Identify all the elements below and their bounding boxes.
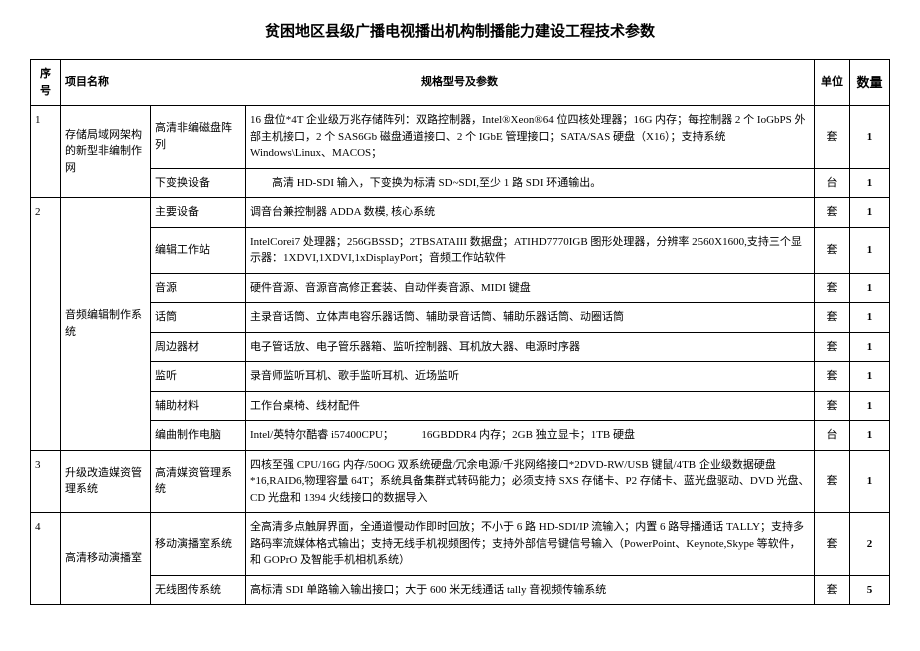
table-row: 编曲制作电脑 Intel/英特尔酷睿 i57400CPU； 16GBDDR4 内…	[31, 421, 890, 451]
cell-unit: 套	[815, 575, 850, 605]
cell-sub: 高清非编磁盘阵列	[151, 106, 246, 169]
cell-unit: 套	[815, 227, 850, 273]
header-spec-label: 规格型号及参数	[421, 76, 498, 88]
header-qty: 数量	[850, 60, 890, 106]
cell-sub: 高清媒资管理系统	[151, 450, 246, 513]
cell-qty: 5	[850, 575, 890, 605]
cell-spec: 高清 HD-SDI 输入，下变换为标清 SD~SDI,至少 1 路 SDI 环通…	[246, 168, 815, 198]
cell-sub: 音源	[151, 273, 246, 303]
cell-seq: 1	[31, 106, 61, 198]
header-spec: 项目名称 规格型号及参数	[61, 60, 815, 106]
cell-seq: 3	[31, 450, 61, 513]
cell-unit: 台	[815, 168, 850, 198]
header-proj-label: 项目名称	[65, 74, 109, 91]
cell-sub: 监听	[151, 362, 246, 392]
header-unit: 单位	[815, 60, 850, 106]
cell-sub: 主要设备	[151, 198, 246, 228]
cell-spec: 全高清多点触屏界面，全通道慢动作即时回放；不小于 6 路 HD-SDI/IP 流…	[246, 513, 815, 576]
cell-qty: 1	[850, 303, 890, 333]
table-row: 1 存储局域网架构的新型非编制作网 高清非编磁盘阵列 16 盘位*4T 企业级万…	[31, 106, 890, 169]
cell-sub: 移动演播室系统	[151, 513, 246, 576]
cell-spec: 录音师监听耳机、歌手监听耳机、近场监听	[246, 362, 815, 392]
cell-unit: 套	[815, 273, 850, 303]
cell-qty: 2	[850, 513, 890, 576]
cell-qty: 1	[850, 227, 890, 273]
table-row: 周边器材 电子管话放、电子管乐器箱、监听控制器、耳机放大器、电源时序器 套 1	[31, 332, 890, 362]
cell-qty: 1	[850, 198, 890, 228]
cell-sub: 编辑工作站	[151, 227, 246, 273]
cell-qty: 1	[850, 273, 890, 303]
cell-qty: 1	[850, 450, 890, 513]
cell-sub: 下变换设备	[151, 168, 246, 198]
cell-spec: 电子管话放、电子管乐器箱、监听控制器、耳机放大器、电源时序器	[246, 332, 815, 362]
cell-seq: 4	[31, 513, 61, 605]
table-row: 音源 硬件音源、音源音高修正套装、自动伴奏音源、MIDI 键盘 套 1	[31, 273, 890, 303]
cell-spec: 高标清 SDI 单路输入输出接口；大于 600 米无线通话 tally 音视频传…	[246, 575, 815, 605]
cell-unit: 套	[815, 450, 850, 513]
cell-qty: 1	[850, 332, 890, 362]
table-row: 下变换设备 高清 HD-SDI 输入，下变换为标清 SD~SDI,至少 1 路 …	[31, 168, 890, 198]
table-row: 无线图传系统 高标清 SDI 单路输入输出接口；大于 600 米无线通话 tal…	[31, 575, 890, 605]
page-title: 贫困地区县级广播电视播出机构制播能力建设工程技术参数	[30, 20, 890, 41]
table-row: 编辑工作站 IntelCorei7 处理器；256GBSSD；2TBSATAII…	[31, 227, 890, 273]
cell-qty: 1	[850, 362, 890, 392]
cell-unit: 台	[815, 421, 850, 451]
cell-unit: 套	[815, 391, 850, 421]
cell-qty: 1	[850, 391, 890, 421]
cell-qty: 1	[850, 421, 890, 451]
cell-spec: 硬件音源、音源音高修正套装、自动伴奏音源、MIDI 键盘	[246, 273, 815, 303]
cell-proj: 存储局域网架构的新型非编制作网	[61, 106, 151, 198]
cell-qty: 1	[850, 106, 890, 169]
cell-qty: 1	[850, 168, 890, 198]
table-row: 监听 录音师监听耳机、歌手监听耳机、近场监听 套 1	[31, 362, 890, 392]
cell-sub: 编曲制作电脑	[151, 421, 246, 451]
cell-spec: 16 盘位*4T 企业级万兆存储阵列：双路控制器，Intel®Xeon®64 位…	[246, 106, 815, 169]
cell-proj: 高清移动演播室	[61, 513, 151, 605]
table-row: 辅助材料 工作台桌椅、线材配件 套 1	[31, 391, 890, 421]
cell-sub: 无线图传系统	[151, 575, 246, 605]
table-header-row: 序号 项目名称 规格型号及参数 单位 数量	[31, 60, 890, 106]
table-row: 3 升级改造媒资管理系统 高清媒资管理系统 四核至强 CPU/16G 内存/50…	[31, 450, 890, 513]
cell-proj: 音频编辑制作系统	[61, 198, 151, 451]
cell-sub: 话筒	[151, 303, 246, 333]
spec-table: 序号 项目名称 规格型号及参数 单位 数量 1 存储局域网架构的新型非编制作网 …	[30, 59, 890, 605]
cell-spec: 调音台兼控制器 ADDA 数模, 核心系统	[246, 198, 815, 228]
table-row: 4 高清移动演播室 移动演播室系统 全高清多点触屏界面，全通道慢动作即时回放；不…	[31, 513, 890, 576]
cell-seq: 2	[31, 198, 61, 451]
cell-spec: 四核至强 CPU/16G 内存/50OG 双系统硬盘/冗余电源/千兆网络接口*2…	[246, 450, 815, 513]
cell-spec: Intel/英特尔酷睿 i57400CPU； 16GBDDR4 内存；2GB 独…	[246, 421, 815, 451]
cell-unit: 套	[815, 198, 850, 228]
cell-unit: 套	[815, 332, 850, 362]
table-row: 话筒 主录音话筒、立体声电容乐器话筒、辅助录音话筒、辅助乐器话筒、动圈话筒 套 …	[31, 303, 890, 333]
cell-spec: 主录音话筒、立体声电容乐器话筒、辅助录音话筒、辅助乐器话筒、动圈话筒	[246, 303, 815, 333]
cell-unit: 套	[815, 303, 850, 333]
cell-proj: 升级改造媒资管理系统	[61, 450, 151, 513]
cell-spec: 工作台桌椅、线材配件	[246, 391, 815, 421]
cell-unit: 套	[815, 362, 850, 392]
header-seq: 序号	[31, 60, 61, 106]
cell-sub: 周边器材	[151, 332, 246, 362]
table-row: 2 音频编辑制作系统 主要设备 调音台兼控制器 ADDA 数模, 核心系统 套 …	[31, 198, 890, 228]
cell-sub: 辅助材料	[151, 391, 246, 421]
cell-unit: 套	[815, 106, 850, 169]
cell-unit: 套	[815, 513, 850, 576]
cell-spec: IntelCorei7 处理器；256GBSSD；2TBSATAIII 数据盘；…	[246, 227, 815, 273]
